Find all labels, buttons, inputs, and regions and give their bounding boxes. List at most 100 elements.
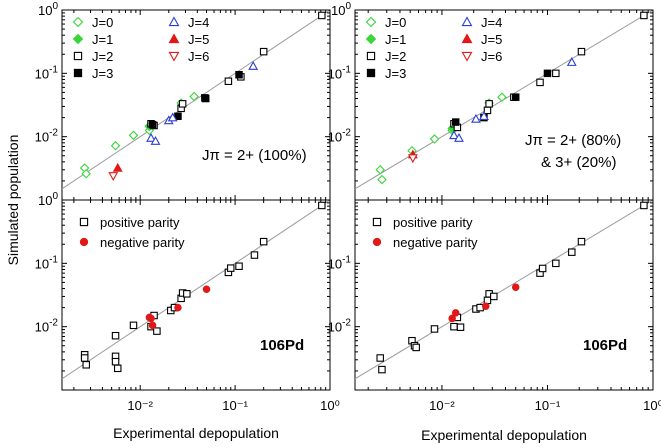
- data-point: [483, 106, 492, 115]
- data-point: [577, 47, 586, 56]
- data-point: [454, 132, 464, 142]
- x-tick-label: 10⁰: [643, 398, 661, 413]
- y-axis-title: Simulated population: [5, 135, 21, 266]
- x-tick-label: 10⁻²: [429, 398, 455, 413]
- legend-marker: [168, 33, 180, 44]
- panel-bottom-right: 10-1 10-2 10⁻² 10⁻¹ 10⁰ positive parity negati…: [328, 199, 661, 413]
- legend-marker: [168, 16, 180, 27]
- data-point: [108, 172, 119, 182]
- data-point: [153, 327, 161, 335]
- y-tick-label: 10-2: [35, 128, 59, 145]
- data-point: [640, 201, 648, 210]
- data-point: [112, 162, 123, 172]
- y-tick-label: 10-1: [35, 64, 59, 81]
- y-tick-label: 100: [38, 191, 58, 208]
- y-tick-label: 100: [38, 1, 58, 18]
- identity-line: [62, 200, 330, 380]
- data-point: [81, 168, 92, 179]
- legend-label: J=5: [188, 32, 209, 47]
- legend-label: J=3: [92, 66, 113, 81]
- data-point: [167, 112, 178, 122]
- legend-label: positive parity: [393, 215, 473, 230]
- data-point: [552, 69, 560, 78]
- data-point: [129, 321, 138, 330]
- data-point: [448, 314, 456, 323]
- y-tick-label: 10-2: [328, 128, 352, 145]
- y-tick-label: 10-1: [328, 64, 352, 81]
- legend-label: positive parity: [100, 215, 180, 230]
- data-point: [479, 111, 489, 121]
- data-point: [471, 113, 481, 123]
- data-point: [318, 201, 326, 210]
- y-tick-label: 10-1: [328, 254, 352, 271]
- data-point: [429, 134, 440, 144]
- data-point: [250, 251, 259, 259]
- data-point: [235, 262, 243, 270]
- x-tick-label: 10⁻¹: [222, 398, 248, 413]
- data-point: [481, 302, 490, 311]
- data-point: [538, 264, 547, 273]
- data-point: [577, 237, 586, 246]
- legend-label: J=2: [385, 49, 406, 64]
- data-point: [407, 154, 418, 164]
- data-point: [248, 60, 259, 70]
- y-tick-label: 10-2: [328, 318, 352, 335]
- data-point: [259, 47, 268, 56]
- series-positive-parity: [376, 201, 648, 374]
- identity-line: [355, 200, 653, 380]
- data-point: [202, 285, 211, 293]
- data-point: [148, 120, 157, 129]
- data-point: [146, 132, 156, 142]
- legend-label: J=0: [385, 15, 406, 30]
- data-point: [511, 93, 520, 101]
- data-point: [110, 140, 121, 151]
- data-point: [377, 174, 387, 185]
- series-j-4: [146, 60, 259, 145]
- data-point: [497, 92, 507, 102]
- data-point: [552, 259, 560, 268]
- series-j-6: [108, 172, 119, 182]
- panel-top-left: 100 10-1 10-2 J=0 J=1 J=2 J=3 J=4 J=5 J=6 Jπ = 2+ …: [35, 1, 331, 201]
- y-tick-label: 10-2: [35, 318, 59, 335]
- legend-label: J=5: [481, 32, 502, 47]
- nucleus-label: 106Pd: [583, 337, 627, 354]
- data-point: [148, 321, 157, 330]
- data-point: [412, 343, 420, 352]
- legend-marker: [366, 68, 376, 78]
- legend-marker: [365, 33, 377, 45]
- data-point: [235, 70, 243, 79]
- data-point: [378, 365, 386, 374]
- data-point: [224, 77, 233, 85]
- legend-label: J=6: [481, 49, 502, 64]
- data-point: [536, 78, 544, 87]
- data-point: [183, 290, 191, 298]
- data-point: [128, 130, 139, 141]
- legend-marker: [79, 217, 89, 227]
- data-point: [259, 237, 268, 246]
- plot-frame: [61, 199, 331, 391]
- spin-annotation: & 3+ (20%): [541, 154, 616, 171]
- legend-label: negative parity: [393, 235, 478, 250]
- data-point: [82, 361, 90, 369]
- legend-marker: [461, 51, 473, 62]
- data-point: [543, 69, 552, 78]
- spin-annotation: Jπ = 2+ (80%): [525, 132, 621, 149]
- legend-marker: [73, 51, 83, 61]
- data-point: [318, 11, 326, 20]
- legend-marker: [73, 68, 83, 78]
- data-point: [451, 118, 460, 126]
- x-axis-title: Experimental depopulation: [113, 425, 279, 441]
- data-point: [227, 264, 235, 272]
- series-negative-parity: [145, 285, 211, 330]
- panel-bottom-left: 100 10-1 10-2 10⁻² 10⁻¹ 10⁰ positive parity neg…: [35, 191, 340, 413]
- data-point: [640, 11, 648, 20]
- legend-label: J=4: [481, 15, 502, 30]
- data-point: [189, 91, 199, 102]
- series-j-4: [449, 57, 577, 142]
- legend-label: J=0: [92, 15, 113, 30]
- series-j-2: [450, 11, 648, 132]
- legend-label: J=1: [385, 32, 406, 47]
- legend-marker: [461, 16, 473, 27]
- legend-label: J=3: [385, 66, 406, 81]
- x-axis-title: Experimental depopulation: [421, 427, 587, 443]
